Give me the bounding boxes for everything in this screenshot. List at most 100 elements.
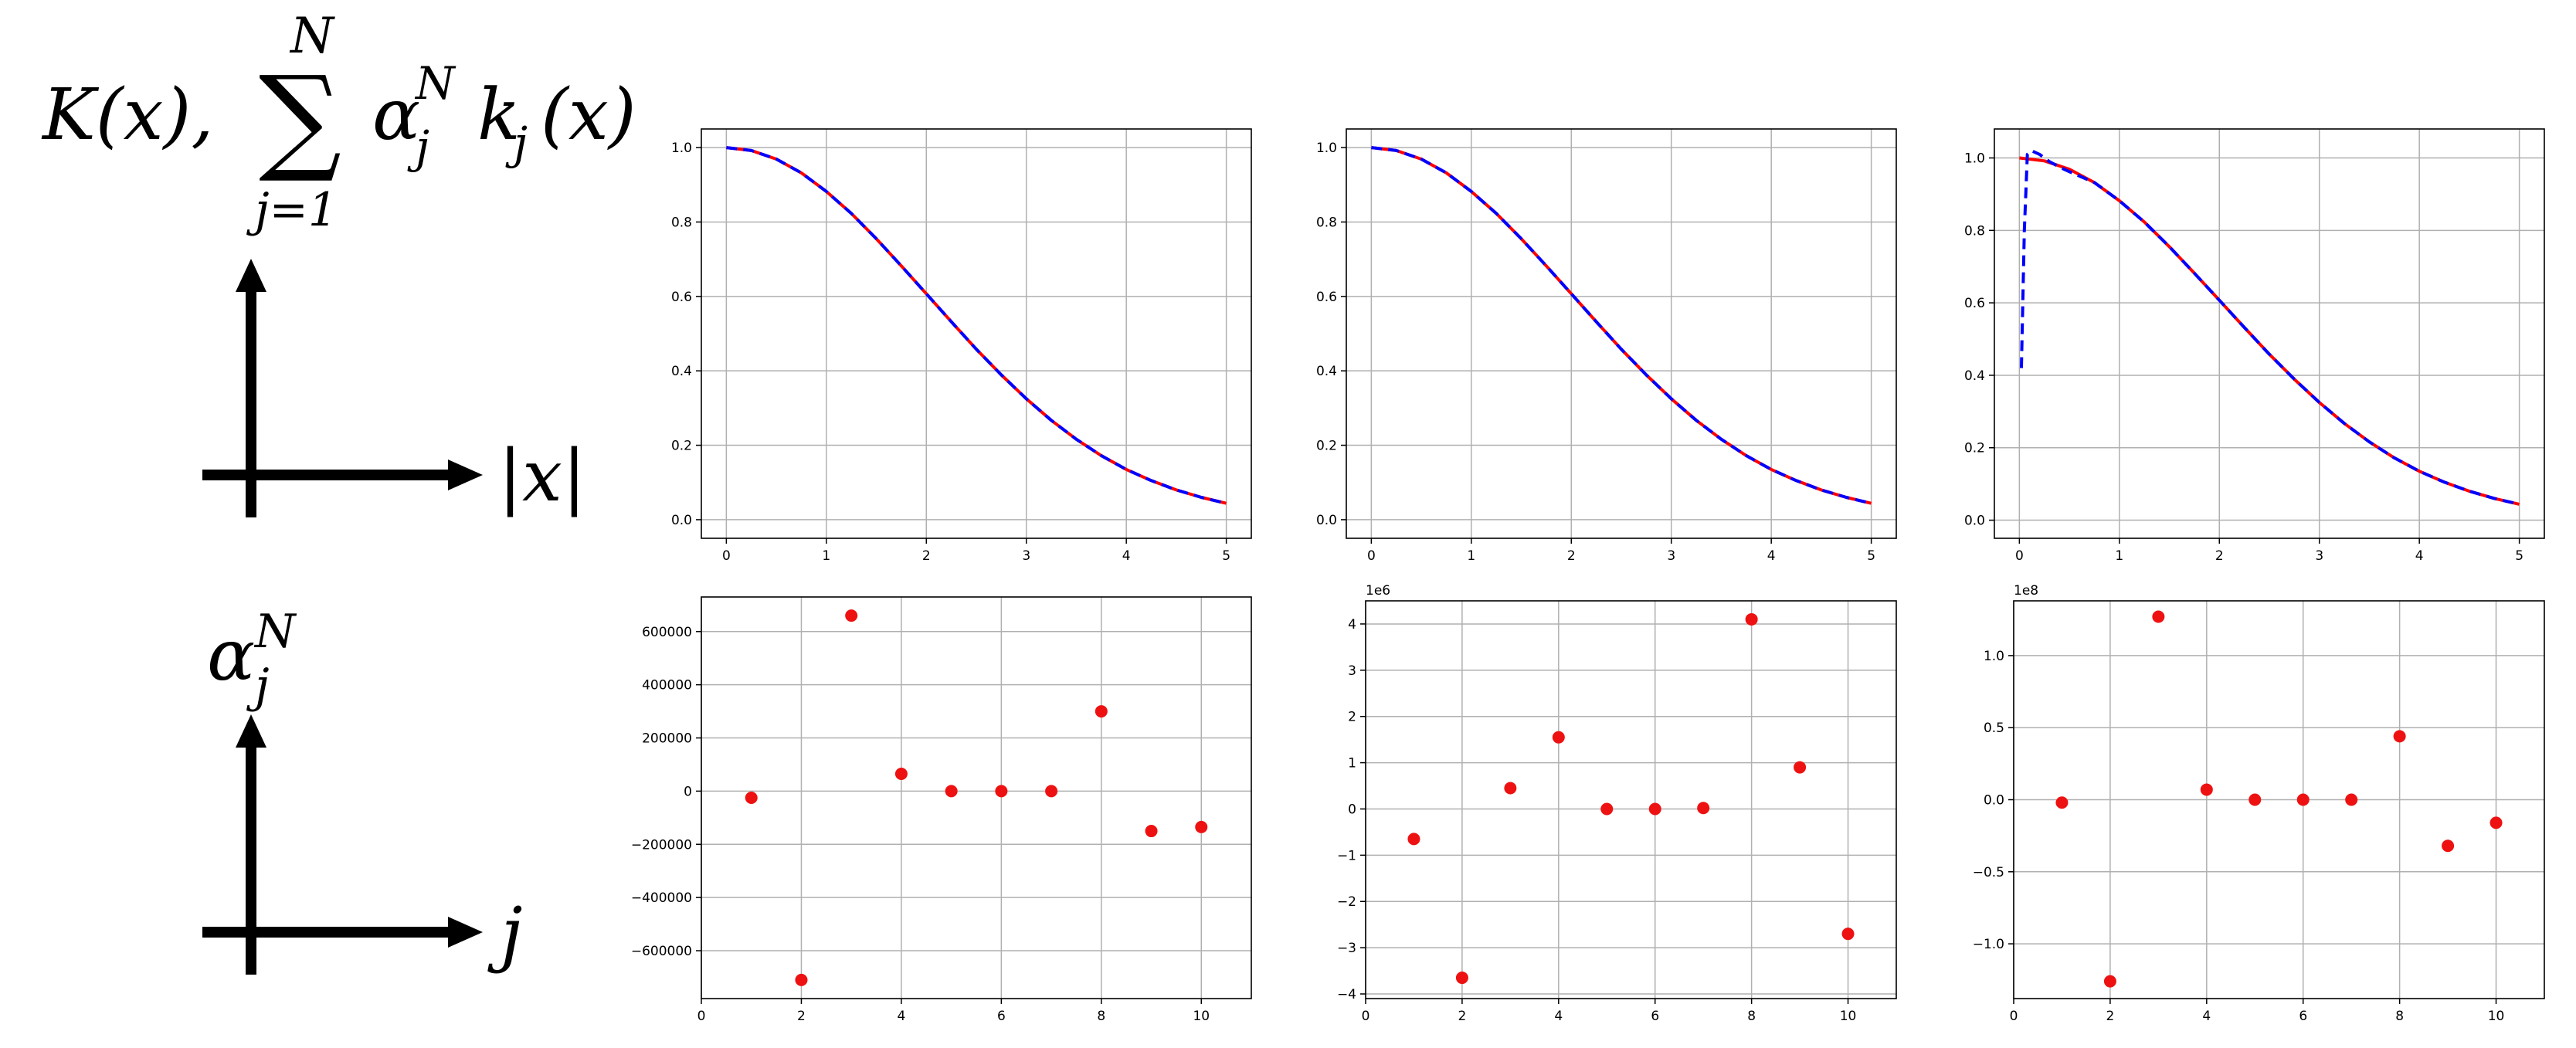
y-tick-label: 1.0 [1964,151,1985,167]
y-tick-label: −400000 [631,890,692,906]
x-tick-label: 5 [2515,548,2523,564]
y-tick-label: 0.0 [1984,793,2004,809]
y-tick-label: −3 [1337,941,1356,956]
coef-expression: α N j [207,605,297,713]
y-tick-label: 0.6 [1316,290,1337,305]
approx-line [1371,146,1872,505]
y-tick-label: −4 [1337,987,1356,1002]
plot-area [1346,129,1896,538]
x-tick-label: 4 [1554,1009,1563,1024]
x-tick-label: 0 [1362,1009,1370,1024]
y-tick-label: 0.8 [1316,215,1337,230]
y-tick-label: 0.8 [671,215,692,230]
plot-area [701,597,1251,999]
scatter-point [1600,802,1614,816]
plot-area [701,129,1251,538]
scatter-point [2345,793,2358,806]
scatter-point [795,973,808,986]
y-tick-label: 0.0 [1964,514,1985,529]
plot-frame [1346,128,1897,539]
scatter-point [2393,730,2406,743]
panel-bottom-3: 0 2 4 6 8 10 −1.0 −0.5 0.0 0.5 1.0 1e8 [1973,583,2545,1024]
x-tick-label: 2 [797,1009,806,1024]
approx-line [726,146,1227,505]
axes-glyph-bottom [202,714,483,975]
sum-upper-limit: N [289,8,335,65]
y-tick-label: 0.8 [1964,223,1985,239]
panel-top-1: 0 1 2 3 4 5 0.0 0.2 0.4 0.6 0.8 1.0 [671,128,1252,564]
scatter-point [2489,816,2503,829]
x-tick-label: 3 [1667,548,1675,564]
x-tick-label: 2 [2215,548,2224,564]
axis-x-abs-label: |x| [498,435,586,517]
plot-frame [1994,128,2545,539]
scatter-point [1455,972,1468,985]
x-tick-label: 6 [1651,1009,1659,1024]
x-tick-label: 2 [1567,548,1576,564]
y-tick-label: 0.2 [671,439,692,454]
plot-frame [1365,600,1897,999]
scatter-point [1407,833,1420,846]
x-tick-label: 8 [1747,1009,1756,1024]
y-tick-label: 0.4 [671,364,692,379]
y-tick-label: 3 [1348,663,1356,679]
y-tick-label: 200000 [642,731,692,747]
x-tick-label: 0 [722,548,731,564]
y-tick-label: −1 [1337,848,1356,863]
y-tick-label: 0.2 [1964,441,1985,456]
x-tick-label: 4 [2415,548,2424,564]
x-tick-label: 10 [1193,1009,1210,1024]
sum-lower-limit: j=1 [246,183,338,237]
panel-bottom-2: 0 2 4 6 8 10 −4 −3 −2 −1 0 1 2 3 4 1e6 [1337,583,1897,1024]
scatter-point [945,785,958,798]
x-tick-label: 6 [997,1009,1006,1024]
sum-term-k: k [477,73,521,156]
scatter-point [995,785,1008,798]
x-tick-label: 0 [2015,548,2024,564]
x-tick-label: 2 [922,548,931,564]
x-tick-label: 10 [1840,1009,1857,1024]
y-tick-label: 1.0 [671,141,692,156]
x-tick-label: 1 [822,548,830,564]
y-tick-label: −200000 [631,837,692,853]
scatter-point [1841,928,1855,941]
x-tick-label: 10 [2488,1009,2505,1024]
y-tick-label: 400000 [642,678,692,694]
x-tick-label: 2 [1458,1009,1466,1024]
y-tick-label: 1.0 [1316,141,1337,156]
x-tick-label: 1 [1467,548,1475,564]
scatter-point [1504,782,1517,795]
scatter-point [2296,793,2310,806]
panel-bottom-1: 0 2 4 6 8 10 −600000 −400000 −200000 0 200000 40000… [631,596,1252,1024]
plot-frame [701,596,1252,999]
scatter-point [1697,802,1710,815]
y-tick-label: 0.2 [1316,439,1337,454]
x-tick-label: 2 [2106,1009,2114,1024]
scatter-point [1195,820,1208,833]
kernel-expression: K(x), N ∑ j=1 α N j k j (x) [41,8,636,237]
kernel-lhs: K(x), [41,73,214,156]
scatter-point [894,768,908,781]
y-tick-label: 0.0 [671,513,692,528]
scatter-point [2442,839,2455,853]
y-offset-label: 1e8 [2014,583,2038,599]
approx-line [2020,149,2520,506]
scatter-point [745,792,758,804]
x-tick-label: 1 [2115,548,2123,564]
y-tick-label: 1.0 [1984,649,2004,664]
x-tick-label: 4 [2202,1009,2211,1024]
x-tick-label: 4 [1122,548,1131,564]
y-tick-label: 0 [684,784,692,799]
scatter-point [2248,793,2262,806]
coef-alpha-super: N [253,605,297,659]
axis-j-label: j [487,892,523,975]
x-tick-label: 8 [2395,1009,2404,1024]
x-tick-label: 5 [1867,548,1875,564]
scatter-point [1745,612,1758,626]
y-tick-label: 0.0 [1316,513,1337,528]
x-tick-label: 3 [1022,548,1030,564]
y-offset-label: 1e6 [1366,583,1390,599]
coef-alpha: α [207,614,255,697]
scatter-point [1145,825,1158,838]
